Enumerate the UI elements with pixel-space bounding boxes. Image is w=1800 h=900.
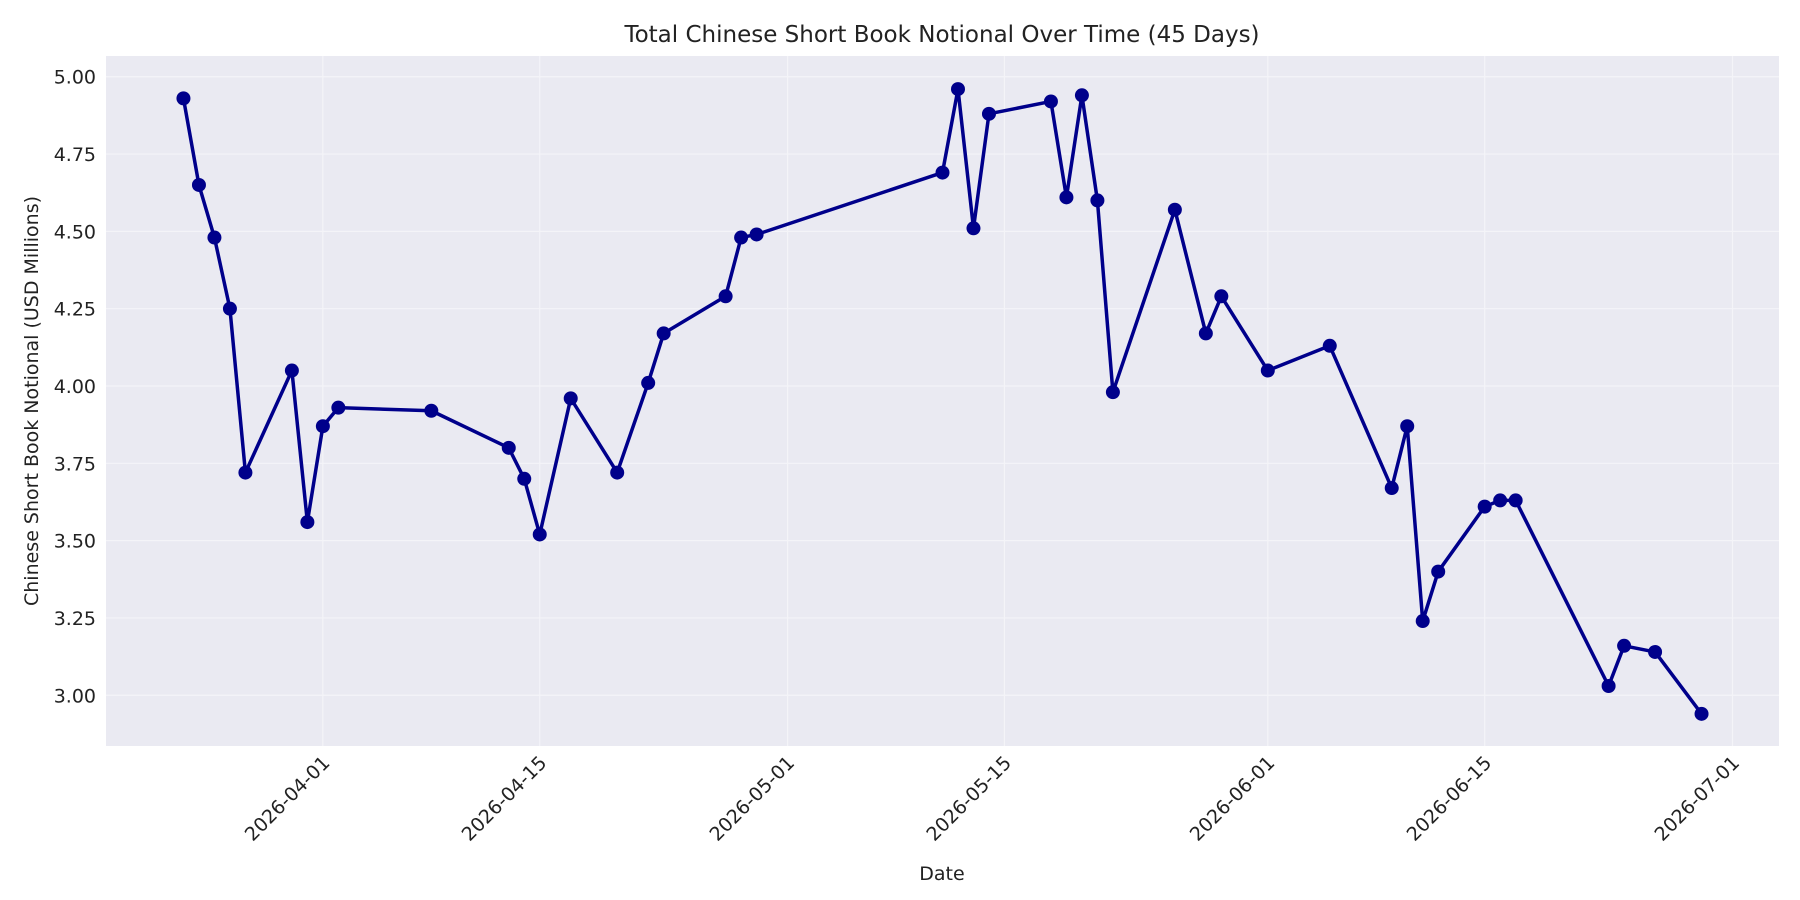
y-tick-label: 4.50 — [54, 221, 96, 243]
y-tick-label: 4.00 — [54, 376, 96, 398]
point — [950, 82, 965, 97]
point — [981, 106, 996, 121]
x-tick-label: 2026-04-01 — [241, 752, 335, 846]
x-tick-label: 2026-06-01 — [1186, 752, 1280, 846]
point — [610, 465, 625, 480]
y-tick-label: 3.75 — [54, 453, 96, 475]
point — [1322, 338, 1337, 353]
point — [1477, 499, 1492, 514]
y-tick-label: 5.00 — [54, 67, 96, 89]
point — [1059, 190, 1074, 205]
point — [641, 375, 656, 390]
point — [563, 391, 578, 406]
point — [222, 301, 237, 316]
point — [315, 419, 330, 434]
point — [1601, 679, 1616, 693]
y-tick-label: 3.50 — [54, 531, 96, 553]
y-axis-label: Chinese Short Book Notional (USD Million… — [21, 196, 43, 606]
point — [176, 91, 191, 106]
chart-title: Total Chinese Short Book Notional Over T… — [623, 22, 1259, 48]
x-axis-label: Date — [919, 863, 964, 885]
point — [1105, 385, 1120, 400]
point — [331, 400, 346, 415]
y-tick-label: 4.25 — [54, 299, 96, 321]
point — [1648, 644, 1663, 659]
y-tick-label: 3.00 — [54, 685, 96, 707]
point — [1090, 193, 1105, 208]
point — [718, 289, 733, 304]
x-tick-label: 2026-05-01 — [705, 752, 799, 846]
point — [1400, 419, 1415, 434]
x-tick-label: 2026-07-01 — [1650, 752, 1744, 846]
plot-area — [106, 56, 1779, 746]
point — [1415, 614, 1430, 629]
point — [1074, 88, 1089, 103]
point — [1694, 706, 1709, 721]
point — [1431, 564, 1446, 579]
x-tick-label: 2026-06-15 — [1403, 752, 1497, 846]
point — [191, 177, 206, 192]
point — [1617, 638, 1632, 653]
point — [284, 363, 299, 378]
point — [1260, 363, 1275, 378]
point — [1493, 493, 1508, 508]
y-tick-label: 4.75 — [54, 144, 96, 166]
x-tick-label: 2026-04-15 — [458, 752, 552, 846]
point — [1167, 202, 1182, 217]
point — [966, 221, 981, 236]
point — [238, 465, 253, 480]
point — [656, 326, 671, 341]
point — [517, 471, 532, 486]
point — [424, 403, 439, 418]
point — [207, 230, 222, 245]
point — [1508, 493, 1523, 508]
point — [734, 230, 749, 245]
point — [1198, 326, 1213, 341]
point — [532, 527, 547, 542]
point — [300, 515, 315, 530]
point — [1214, 289, 1229, 304]
x-tick-label: 2026-05-15 — [922, 752, 1016, 846]
point — [1043, 94, 1058, 109]
y-tick-label: 3.25 — [54, 608, 96, 630]
point — [749, 227, 764, 242]
point — [1384, 481, 1399, 496]
point — [935, 165, 950, 180]
point — [501, 440, 516, 455]
